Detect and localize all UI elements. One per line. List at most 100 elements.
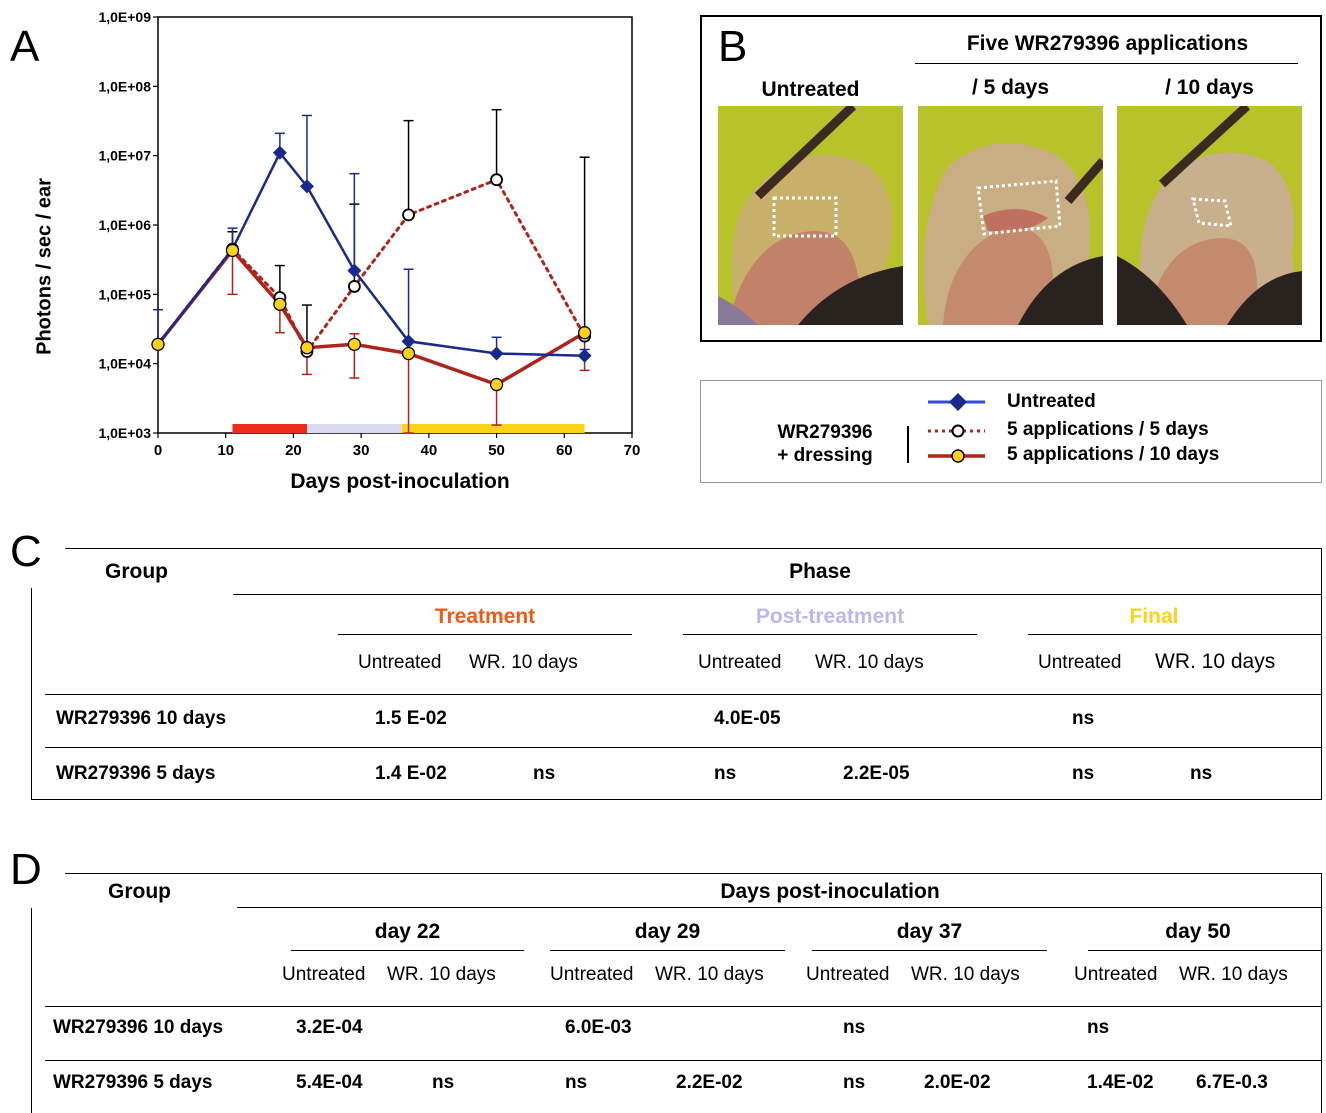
- y-tick-label: 1,0E+06: [98, 217, 151, 233]
- table-c-cell: 2.2E-05: [843, 763, 910, 784]
- table-d-cell: 1.4E-02: [1087, 1072, 1154, 1093]
- table-d-day-37: day 37: [896, 920, 963, 943]
- table-d-cell: 6.0E-03: [565, 1017, 632, 1038]
- table-d-sub-wr-2: WR. 10 days: [655, 964, 764, 985]
- x-tick-label: 40: [421, 442, 438, 459]
- table-c-sub-untreated-2: Untreated: [698, 652, 782, 673]
- point-ten-days: [489, 377, 504, 392]
- y-tick-label: 1,0E+07: [98, 148, 151, 164]
- legend-item-10-days: 5 applications / 10 days: [1007, 444, 1220, 465]
- table-c-cell: 4.0E-05: [714, 708, 781, 729]
- table-c-treatment-rule: [338, 634, 632, 635]
- table-c-left-border: [31, 588, 32, 799]
- plot-frame: [157, 16, 633, 434]
- y-axis-label-wrap: Photons / sec / ear: [30, 160, 60, 370]
- table-d-day-22-rule: [291, 950, 524, 951]
- ear-photo-10-days: [1117, 106, 1302, 325]
- table-d-cell: ns: [432, 1072, 455, 1093]
- table-d-cell: 3.2E-04: [296, 1017, 363, 1038]
- table-d-row-label: WR279396 5 days: [53, 1072, 213, 1093]
- photo-heading-rule: [915, 63, 1298, 64]
- table-d-day-29-rule: [550, 950, 785, 951]
- panel-label-b: B: [718, 22, 748, 71]
- table-c-cell: ns: [1072, 708, 1095, 729]
- x-tick-label: 50: [488, 442, 505, 459]
- table-d-row-label: WR279396 10 days: [53, 1017, 224, 1038]
- legend-item-5-days: 5 applications / 5 days: [1007, 419, 1209, 440]
- table-c-cell: ns: [1190, 763, 1213, 784]
- y-tick-label: 1,0E+08: [98, 78, 151, 94]
- photo-label-untreated: Untreated: [761, 78, 860, 101]
- table-d-cell: ns: [843, 1072, 866, 1093]
- table-c-row-rule: [45, 747, 1322, 748]
- table-d-row-rule: [45, 1060, 1322, 1061]
- y-tick-label: 1,0E+09: [98, 9, 151, 25]
- table-d-sub-wr-3: WR. 10 days: [911, 964, 1020, 985]
- table-d-sub-wr-1: WR. 10 days: [387, 964, 496, 985]
- table-d-day-50-rule: [1088, 950, 1322, 951]
- table-d-cell: 5.4E-04: [296, 1072, 363, 1093]
- line-chart: 1,0E+03 1,0E+04 1,0E+05 1,0E+06 1,0E+07 1,0E+…: [98, 9, 641, 459]
- table-d-left-border: [31, 908, 32, 1113]
- table-c-phase-rule: [233, 594, 1322, 595]
- table-d-day-37-rule: [812, 950, 1047, 951]
- table-c-cell: 1.5 E-02: [375, 708, 447, 729]
- series-line-untreated: [157, 150, 585, 358]
- point-untreated: [299, 179, 314, 194]
- phase-bar-segment: [232, 424, 307, 433]
- table-d-sub-untreated-4: Untreated: [1074, 964, 1158, 985]
- table-d-day-50: day 50: [1165, 920, 1231, 943]
- point-ten-days: [225, 243, 240, 258]
- legend-divider: [907, 426, 909, 463]
- x-axis-label: Days post-inoculation: [290, 470, 510, 493]
- phase-bar-segment: [401, 424, 585, 433]
- table-c-sub-untreated-1: Untreated: [358, 652, 442, 673]
- table-d-cell: ns: [1087, 1017, 1110, 1038]
- phase-bar-segment: [306, 424, 402, 433]
- table-d-days-header: Days post-inoculation: [720, 880, 940, 903]
- y-axis-label: Photons / sec / ear: [33, 178, 56, 355]
- point-untreated: [272, 145, 287, 160]
- legend-group-sublabel: + dressing: [777, 445, 873, 466]
- legend-item-untreated: Untreated: [1007, 391, 1096, 412]
- table-c-final-rule: [1028, 634, 1322, 635]
- point-ten-days: [273, 297, 287, 311]
- ear-photo-untreated: [718, 106, 903, 325]
- panel-label-d: D: [10, 845, 42, 894]
- table-c-post-treatment-rule: [683, 634, 977, 635]
- y-tick-label: 1,0E+03: [98, 425, 151, 441]
- point-untreated: [489, 346, 504, 361]
- table-c-sub-wr-3: WR. 10 days: [1155, 650, 1276, 673]
- table-d-cell: ns: [565, 1072, 588, 1093]
- table-c-phase-header: Phase: [789, 560, 851, 583]
- point-five-days: [490, 173, 503, 187]
- point-ten-days: [577, 326, 592, 340]
- table-d-sub-untreated-1: Untreated: [282, 964, 366, 985]
- legend-symbols: [928, 393, 985, 463]
- series-line-ten-days: [156, 247, 586, 387]
- table-d-sub-wr-4: WR. 10 days: [1179, 964, 1288, 985]
- photo-label-10-days: / 10 days: [1165, 76, 1254, 99]
- table-c-cell: ns: [533, 763, 556, 784]
- x-tick-label: 70: [624, 442, 641, 459]
- photo-heading: Five WR279396 applications: [966, 32, 1249, 55]
- table-d-day-29: day 29: [634, 920, 701, 943]
- legend-five-days-marker: [951, 424, 965, 438]
- table-d-right-border: [1321, 873, 1322, 1113]
- table-c-bottom-rule: [31, 799, 1322, 800]
- point-untreated: [347, 263, 362, 278]
- table-c-row-label: WR279396 10 days: [56, 708, 227, 729]
- table-d-days-rule: [237, 907, 1322, 908]
- table-c-right-border: [1321, 548, 1322, 799]
- y-tick-label: 1,0E+05: [98, 286, 151, 302]
- table-c-phase-post-treatment: Post-treatment: [755, 605, 905, 628]
- legend-frame: [700, 380, 1322, 483]
- y-tick-label: 1,0E+04: [98, 356, 151, 372]
- point-five-days: [402, 208, 415, 222]
- x-tick-label: 10: [217, 442, 234, 459]
- table-d-sub-untreated-2: Untreated: [550, 964, 634, 985]
- table-d-header-rule: [45, 1006, 1322, 1007]
- point-ten-days: [151, 337, 165, 351]
- panel-label-a: A: [10, 22, 40, 71]
- x-tick-label: 20: [285, 442, 302, 459]
